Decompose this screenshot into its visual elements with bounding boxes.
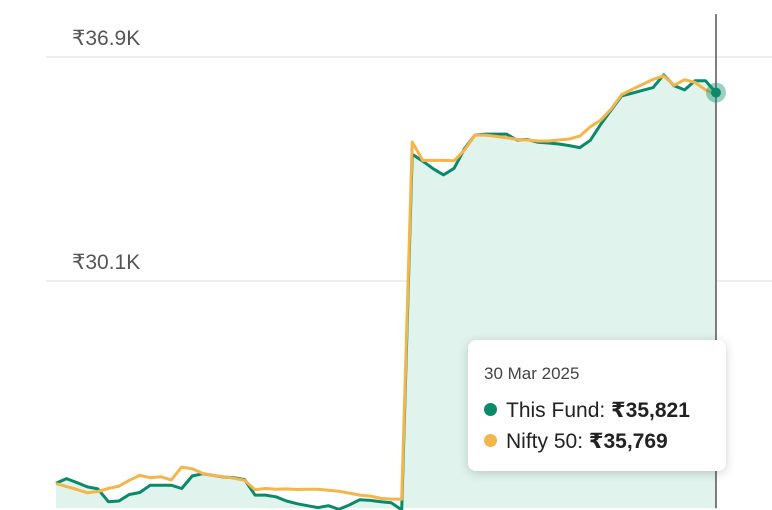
- tooltip-date: 30 Mar 2025: [484, 364, 580, 383]
- hover-tooltip: 30 Mar 2025 This Fund: ₹35,821 Nifty 50:…: [468, 340, 726, 471]
- tooltip-label-nifty-50: Nifty 50:: [506, 430, 589, 453]
- tooltip-label-this-fund: This Fund:: [506, 399, 612, 422]
- series-line-nifty-50: [55, 74, 717, 501]
- series-line-this-fund: [55, 73, 718, 510]
- hover-marker-dot: [711, 87, 721, 98]
- y-tick-label-top: ₹36.9K: [72, 27, 141, 50]
- legend-dot-this-fund: [484, 403, 497, 416]
- tooltip-row-this-fund: This Fund: ₹35,821: [484, 398, 690, 423]
- tooltip-value-nifty-50: ₹35,769: [588, 430, 668, 453]
- y-tick-label-middle: ₹30.1K: [72, 251, 141, 274]
- tooltip-row-nifty-50: Nifty 50: ₹35,769: [484, 429, 668, 454]
- legend-dot-nifty-50: [484, 434, 497, 447]
- tooltip-value-this-fund: ₹35,821: [611, 399, 690, 422]
